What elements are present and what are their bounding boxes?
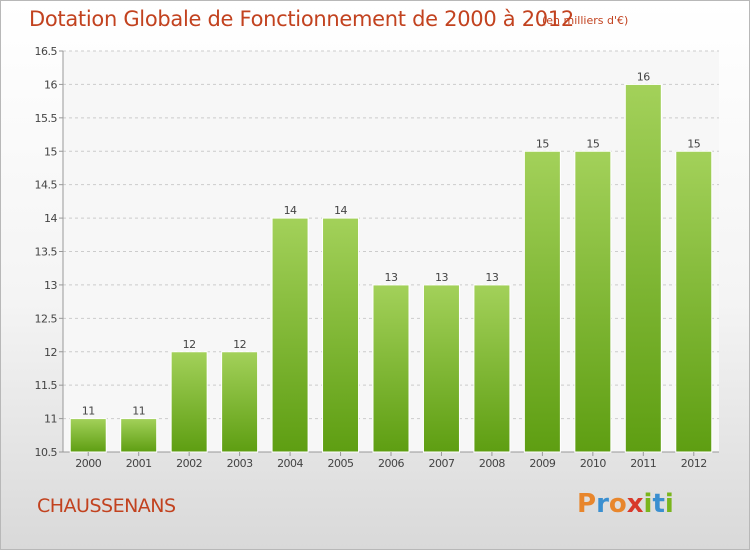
- x-tick-label: 2003: [227, 457, 253, 470]
- x-tick-label: 2012: [681, 457, 707, 470]
- x-tick-label: 2004: [277, 457, 303, 470]
- y-tick-label: 10.5: [35, 446, 58, 459]
- bar: [624, 83, 662, 453]
- bar: [675, 150, 713, 453]
- data-label: 14: [334, 204, 347, 217]
- logo-letter: t: [652, 489, 665, 519]
- data-label: 12: [233, 338, 246, 351]
- bar: [422, 284, 460, 453]
- data-label: 15: [536, 137, 549, 150]
- x-tick-label: 2005: [328, 457, 354, 470]
- bar: [271, 217, 309, 453]
- y-tick-label: 14.5: [35, 179, 58, 192]
- bar: [170, 351, 208, 453]
- y-tick-label: 16.5: [35, 45, 58, 58]
- x-tick-label: 2000: [75, 457, 101, 470]
- data-label: 11: [132, 405, 145, 418]
- logo-letter: x: [626, 489, 644, 519]
- logo-letter: i: [664, 489, 674, 519]
- chart-subtitle: (en milliers d'€): [542, 14, 629, 27]
- commune-name: CHAUSSENANS: [37, 495, 176, 517]
- data-label: 15: [586, 137, 599, 150]
- data-label: 14: [284, 204, 297, 217]
- y-tick-label: 12.5: [35, 312, 58, 325]
- bar: [322, 217, 360, 453]
- logo-letter: i: [643, 489, 653, 519]
- data-label: 13: [485, 271, 498, 284]
- bar: [473, 284, 511, 453]
- bar: [523, 150, 561, 453]
- data-label: 13: [385, 271, 398, 284]
- x-tick-label: 2011: [630, 457, 656, 470]
- y-tick-label: 11.5: [35, 379, 58, 392]
- x-tick-label: 2009: [529, 457, 555, 470]
- y-tick-label: 13: [44, 279, 57, 292]
- logo-letter: r: [596, 489, 609, 519]
- x-tick-label: 2002: [176, 457, 202, 470]
- x-tick-label: 2008: [479, 457, 505, 470]
- y-tick-label: 12: [44, 346, 57, 359]
- y-tick-label: 13.5: [35, 246, 58, 259]
- data-label: 15: [687, 137, 700, 150]
- x-tick-label: 2007: [428, 457, 454, 470]
- y-tick-label: 16: [44, 78, 57, 91]
- y-tick-label: 15.5: [35, 112, 58, 125]
- data-label: 12: [183, 338, 196, 351]
- y-tick-label: 11: [44, 413, 57, 426]
- data-label: 13: [435, 271, 448, 284]
- x-tick-label: 2006: [378, 457, 404, 470]
- x-tick-label: 2010: [580, 457, 606, 470]
- chart-title: Dotation Globale de Fonctionnement de 20…: [29, 7, 574, 31]
- logo-letter: o: [608, 489, 627, 519]
- bar: [221, 351, 259, 453]
- y-tick-label: 14: [44, 212, 57, 225]
- bar: [120, 418, 158, 453]
- data-label: 11: [82, 405, 95, 418]
- bar: [69, 418, 107, 453]
- proxiti-logo[interactable]: Proxiti: [577, 489, 674, 519]
- logo-letter: P: [577, 489, 597, 519]
- x-tick-label: 2001: [126, 457, 152, 470]
- data-label: 16: [637, 70, 650, 83]
- y-tick-label: 15: [44, 145, 57, 158]
- bar: [372, 284, 410, 453]
- bar: [574, 150, 612, 453]
